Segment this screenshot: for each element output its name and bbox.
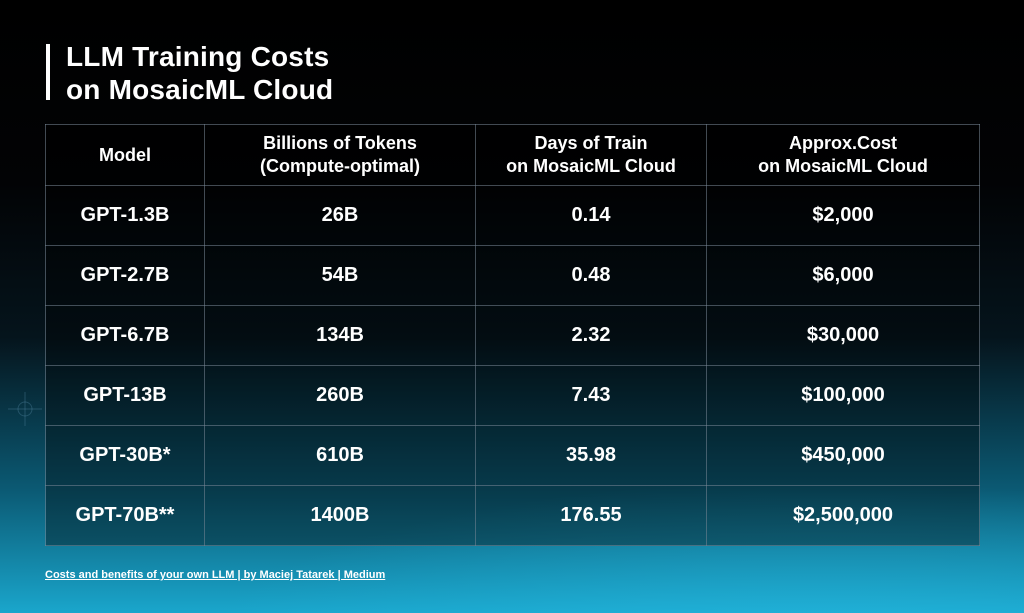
cell-tokens: 54B bbox=[204, 245, 476, 306]
header-tokens-line-2: (Compute-optimal) bbox=[260, 156, 420, 176]
header-model-label: Model bbox=[99, 144, 151, 165]
cell-cost: $30,000 bbox=[706, 305, 980, 366]
cell-days: 2.32 bbox=[475, 305, 707, 366]
table-row: GPT-13B 260B 7.43 $100,000 bbox=[45, 365, 980, 426]
cell-model: GPT-13B bbox=[45, 365, 205, 426]
header-days-line-2: on MosaicML Cloud bbox=[506, 156, 676, 176]
title-line-2: on MosaicML Cloud bbox=[66, 74, 334, 105]
table-header-row: Model Billions of Tokens (Compute-optima… bbox=[45, 124, 980, 186]
cell-tokens: 260B bbox=[204, 365, 476, 426]
cell-days: 176.55 bbox=[475, 485, 707, 546]
table-row: GPT-6.7B 134B 2.32 $30,000 bbox=[45, 305, 980, 366]
header-tokens: Billions of Tokens (Compute-optimal) bbox=[204, 124, 476, 186]
cell-cost: $100,000 bbox=[706, 365, 980, 426]
cell-tokens: 610B bbox=[204, 425, 476, 486]
table-row: GPT-30B* 610B 35.98 $450,000 bbox=[45, 425, 980, 486]
header-tokens-line-1: Billions of Tokens bbox=[263, 133, 417, 153]
cell-days: 0.48 bbox=[475, 245, 707, 306]
header-cost: Approx.Cost on MosaicML Cloud bbox=[706, 124, 980, 186]
cell-cost: $6,000 bbox=[706, 245, 980, 306]
cell-tokens: 26B bbox=[204, 185, 476, 246]
page-title: LLM Training Costs on MosaicML Cloud bbox=[66, 40, 333, 106]
table-row: GPT-70B** 1400B 176.55 $2,500,000 bbox=[45, 485, 980, 546]
header-model: Model bbox=[45, 124, 205, 186]
header-days-line-1: Days of Train bbox=[534, 133, 648, 153]
cell-cost: $450,000 bbox=[706, 425, 980, 486]
cell-days: 7.43 bbox=[475, 365, 707, 426]
table-row: GPT-2.7B 54B 0.48 $6,000 bbox=[45, 245, 980, 306]
source-link[interactable]: Costs and benefits of your own LLM | by … bbox=[45, 569, 386, 581]
cell-model: GPT-70B** bbox=[45, 485, 205, 546]
cell-tokens: 134B bbox=[204, 305, 476, 366]
header-cost-line-2: on MosaicML Cloud bbox=[758, 156, 928, 176]
cell-tokens: 1400B bbox=[204, 485, 476, 546]
crosshair-icon bbox=[8, 392, 42, 426]
cell-days: 0.14 bbox=[475, 185, 707, 246]
header-days: Days of Train on MosaicML Cloud bbox=[475, 124, 707, 186]
training-cost-table: Model Billions of Tokens (Compute-optima… bbox=[45, 124, 980, 546]
cell-model: GPT-2.7B bbox=[45, 245, 205, 306]
title-accent-bar bbox=[46, 44, 50, 100]
cell-days: 35.98 bbox=[475, 425, 707, 486]
cell-model: GPT-6.7B bbox=[45, 305, 205, 366]
title-line-1: LLM Training Costs bbox=[66, 41, 330, 72]
cell-cost: $2,500,000 bbox=[706, 485, 980, 546]
cell-model: GPT-30B* bbox=[45, 425, 205, 486]
cell-cost: $2,000 bbox=[706, 185, 980, 246]
cell-model: GPT-1.3B bbox=[45, 185, 205, 246]
table-row: GPT-1.3B 26B 0.14 $2,000 bbox=[45, 185, 980, 246]
header-cost-line-1: Approx.Cost bbox=[789, 133, 897, 153]
